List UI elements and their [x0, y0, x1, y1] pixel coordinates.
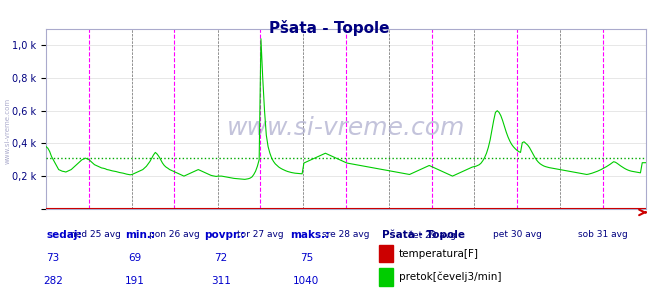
Text: ned 25 avg: ned 25 avg [71, 230, 121, 239]
Text: 73: 73 [46, 253, 59, 263]
Text: maks.:: maks.: [290, 230, 330, 240]
Text: 75: 75 [300, 253, 313, 263]
Text: pretok[čevelj3/min]: pretok[čevelj3/min] [399, 272, 501, 282]
Text: pet 30 avg: pet 30 avg [493, 230, 542, 239]
Text: Pšata - Topole: Pšata - Topole [382, 229, 465, 240]
Text: sre 28 avg: sre 28 avg [322, 230, 370, 239]
Text: Pšata - Topole: Pšata - Topole [270, 20, 389, 36]
Text: sob 31 avg: sob 31 avg [579, 230, 628, 239]
Text: 72: 72 [214, 253, 227, 263]
Text: čet 29 avg: čet 29 avg [408, 230, 456, 240]
Text: 69: 69 [129, 253, 142, 263]
Text: 282: 282 [43, 276, 63, 286]
Text: min.:: min.: [125, 230, 156, 240]
Text: www.si-vreme.com: www.si-vreme.com [227, 116, 465, 140]
Text: tor 27 avg: tor 27 avg [237, 230, 283, 239]
Text: 191: 191 [125, 276, 145, 286]
Text: povpr.:: povpr.: [204, 230, 245, 240]
Text: 311: 311 [211, 276, 231, 286]
Text: sedaj:: sedaj: [46, 230, 82, 240]
Text: www.si-vreme.com: www.si-vreme.com [5, 97, 11, 164]
Text: temperatura[F]: temperatura[F] [399, 249, 478, 259]
Text: pon 26 avg: pon 26 avg [149, 230, 200, 239]
Text: 1040: 1040 [293, 276, 320, 286]
